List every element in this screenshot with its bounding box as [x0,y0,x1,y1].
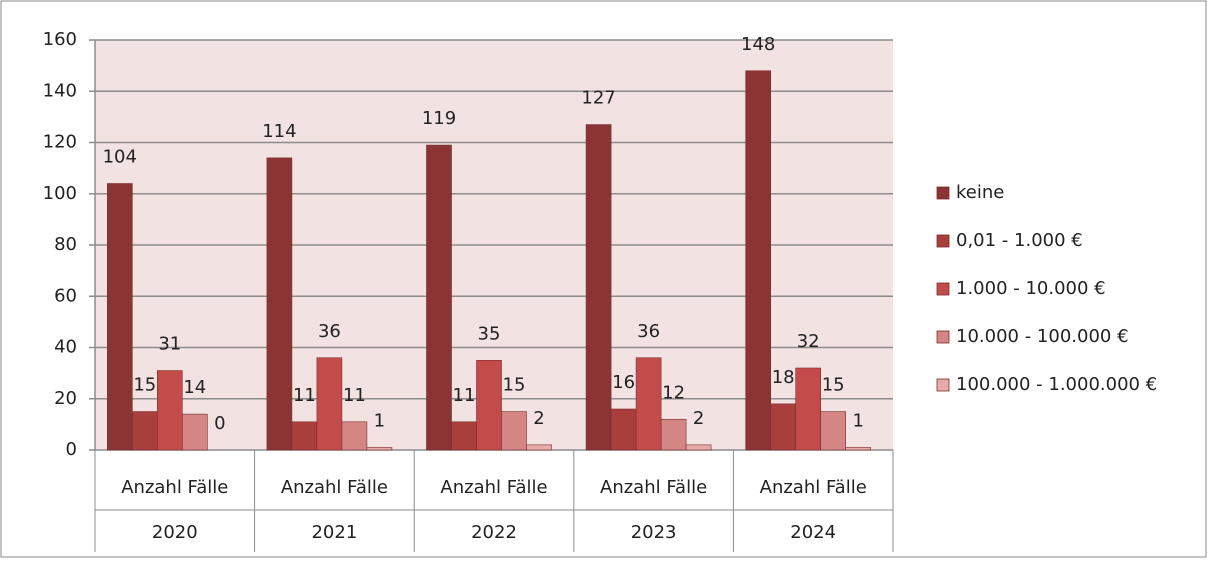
y-tick-label: 0 [66,439,77,460]
bar [610,408,637,451]
y-tick-label: 100 [43,183,77,204]
bar [526,444,552,451]
legend-label: 0,01 - 1.000 € [956,230,1083,251]
x-tick-label: Anzahl Fälle [121,477,228,498]
x-group-label: 2021 [311,522,357,543]
x-group-label: 2024 [790,522,836,543]
data-label: 148 [741,34,775,55]
data-label: 18 [772,367,795,388]
bar [366,447,393,451]
bar [745,70,772,451]
data-label: 15 [822,375,845,396]
data-label: 15 [503,375,526,396]
data-label: 1 [374,410,385,431]
bar [820,411,847,451]
legend-swatch [936,186,950,200]
data-label: 15 [133,375,156,396]
data-label: 31 [158,334,181,355]
legend-label: 100.000 - 1.000.000 € [956,374,1157,395]
data-label: 12 [662,382,685,403]
x-tick-label: Anzahl Fälle [760,477,867,498]
y-tick-label: 140 [43,80,77,101]
data-label: 11 [343,385,366,406]
bar [770,403,797,451]
bar [426,144,452,451]
legend-swatch [936,234,950,248]
data-label: 14 [183,377,206,398]
x-tick-label: Anzahl Fälle [281,477,388,498]
y-tick-label: 160 [43,29,77,50]
bar [451,421,477,451]
y-tick-label: 80 [54,234,77,255]
bar [266,157,293,451]
data-label: 2 [533,408,544,429]
bar [107,183,133,451]
bar [501,411,527,451]
x-group-label: 2022 [471,522,517,543]
data-label: 1 [852,410,863,431]
bar [132,411,158,451]
bar [476,360,502,451]
legend-label: 10.000 - 100.000 € [956,326,1129,347]
bar [685,444,712,451]
bar [341,421,368,451]
legend-label: keine [956,182,1004,203]
data-label: 119 [422,108,456,129]
legend-swatch [936,378,950,392]
bar [291,421,318,451]
bar [585,124,612,451]
data-label: 11 [453,385,476,406]
data-label: 104 [103,147,137,168]
x-group-label: 2023 [631,522,677,543]
x-group-label: 2020 [152,522,198,543]
x-tick-label: Anzahl Fälle [600,477,707,498]
x-tick-label: Anzahl Fälle [440,477,547,498]
legend-swatch [936,282,950,296]
y-tick-label: 20 [54,388,77,409]
y-tick-label: 40 [54,337,77,358]
y-tick-label: 120 [43,132,77,153]
data-label: 35 [478,323,501,344]
bar [660,418,687,451]
bar [157,370,183,451]
data-label: 11 [293,385,316,406]
data-label: 127 [581,88,615,109]
data-label: 16 [612,372,635,393]
data-label: 36 [637,321,660,342]
data-label: 2 [693,408,704,429]
bar [845,447,872,451]
bar [635,357,662,451]
bar [182,413,208,451]
bar [795,367,822,451]
bar [316,357,343,451]
y-tick-label: 60 [54,285,77,306]
data-label: 114 [262,121,296,142]
data-label: 0 [214,413,225,434]
data-label: 36 [318,321,341,342]
legend-swatch [936,330,950,344]
data-label: 32 [797,331,820,352]
legend-label: 1.000 - 10.000 € [956,278,1106,299]
